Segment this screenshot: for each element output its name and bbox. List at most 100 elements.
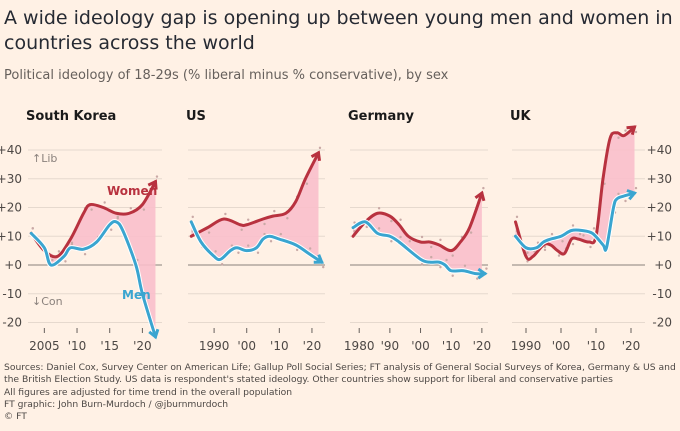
- gap-area: [31, 181, 156, 337]
- x-tick-label: 1980: [344, 339, 375, 353]
- data-point: [430, 245, 433, 249]
- data-point: [305, 182, 309, 185]
- data-point: [377, 227, 381, 230]
- chart-subtitle: Political ideology of 18-29s (% liberal …: [4, 68, 449, 83]
- y-tick-label: +0: [4, 258, 22, 272]
- data-point: [256, 251, 260, 254]
- data-point: [578, 232, 582, 236]
- y-tick-label: -20: [652, 316, 672, 330]
- data-point: [439, 238, 442, 242]
- data-point: [634, 130, 638, 134]
- gap-area: [191, 152, 319, 260]
- x-tick-label: '15: [100, 339, 119, 353]
- men-line: [351, 220, 487, 276]
- panel-title: Germany: [348, 109, 414, 124]
- data-point: [269, 240, 273, 243]
- data-point: [482, 186, 485, 190]
- data-point: [110, 228, 113, 231]
- data-point: [273, 209, 276, 213]
- data-point: [57, 250, 61, 253]
- data-point: [377, 207, 381, 210]
- panel-title: UK: [510, 109, 532, 124]
- data-point: [543, 245, 547, 249]
- data-point: [582, 234, 585, 237]
- men-line: [189, 220, 324, 264]
- x-tick-label: '10: [270, 339, 289, 353]
- data-point: [237, 251, 240, 254]
- data-point: [220, 263, 224, 266]
- x-tick-label: 1990: [511, 339, 542, 353]
- data-point: [103, 201, 106, 204]
- x-tick-label: 1990: [199, 339, 230, 353]
- panel-title: US: [186, 109, 206, 124]
- data-point: [557, 254, 561, 257]
- x-tick-label: '20: [622, 339, 641, 353]
- data-point: [279, 232, 283, 236]
- data-point: [571, 242, 575, 246]
- data-point: [90, 208, 93, 211]
- x-tick-label: '10: [587, 339, 606, 353]
- footer: Sources: Daniel Cox, Survey Center on Am…: [4, 362, 680, 423]
- y-tick-label: +20: [647, 201, 672, 215]
- y-tick-label: +40: [647, 143, 672, 157]
- data-point: [116, 215, 119, 219]
- x-tick-label: '00: [552, 339, 571, 353]
- y-tick-label: -10: [652, 287, 672, 301]
- y-tick-label: +20: [0, 201, 22, 215]
- men-arrow-icon: [477, 267, 488, 280]
- women-line: [189, 151, 320, 238]
- data-point: [469, 231, 473, 234]
- data-point: [70, 241, 74, 244]
- data-point: [624, 199, 627, 203]
- data-point: [476, 277, 479, 280]
- data-point: [295, 248, 299, 252]
- men-arrow-icon: [313, 254, 324, 264]
- data-point: [463, 264, 467, 267]
- data-point: [430, 255, 433, 259]
- con-annotation: ↓Con: [32, 295, 63, 308]
- data-point: [83, 252, 87, 256]
- x-tick-label: 2005: [29, 339, 60, 353]
- data-point: [561, 240, 564, 243]
- data-point: [445, 258, 448, 262]
- data-point: [308, 247, 312, 250]
- data-point: [390, 240, 393, 243]
- data-point: [420, 235, 424, 239]
- women-label: Women: [107, 184, 157, 198]
- x-tick-label: '00: [237, 339, 256, 353]
- data-point: [420, 263, 424, 266]
- lib-annotation: ↑Lib: [32, 152, 57, 165]
- data-point: [322, 265, 325, 269]
- data-point: [64, 260, 67, 263]
- data-point: [617, 136, 620, 139]
- data-point: [550, 232, 554, 236]
- y-tick-label: -10: [2, 287, 22, 301]
- data-point: [240, 228, 243, 231]
- data-point: [155, 175, 159, 178]
- y-tick-label: +10: [0, 229, 22, 243]
- men-line: [514, 191, 636, 252]
- sources-text: Sources: Daniel Cox, Survey Center on Am…: [4, 362, 676, 386]
- y-tick-label: -20: [2, 316, 22, 330]
- data-point: [390, 219, 393, 223]
- data-point: [31, 227, 34, 230]
- women-arrow-icon: [474, 190, 486, 202]
- x-tick-label: '10: [68, 339, 87, 353]
- y-tick-label: +40: [0, 143, 22, 157]
- data-point: [589, 245, 592, 249]
- data-point: [399, 235, 402, 239]
- y-tick-label: +0: [654, 258, 672, 272]
- x-tick-label: '20: [303, 339, 322, 353]
- women-arrow-icon: [626, 125, 637, 136]
- data-point: [51, 258, 54, 262]
- women-line: [514, 125, 636, 261]
- data-point: [543, 248, 547, 252]
- x-tick-label: '00: [411, 339, 430, 353]
- data-point: [286, 217, 289, 220]
- data-point: [399, 218, 402, 221]
- data-point: [526, 251, 529, 254]
- note-text: All figures are adjusted for time trend …: [4, 386, 293, 398]
- y-tick-label: +30: [0, 172, 22, 186]
- x-tick-label: '20: [133, 339, 152, 353]
